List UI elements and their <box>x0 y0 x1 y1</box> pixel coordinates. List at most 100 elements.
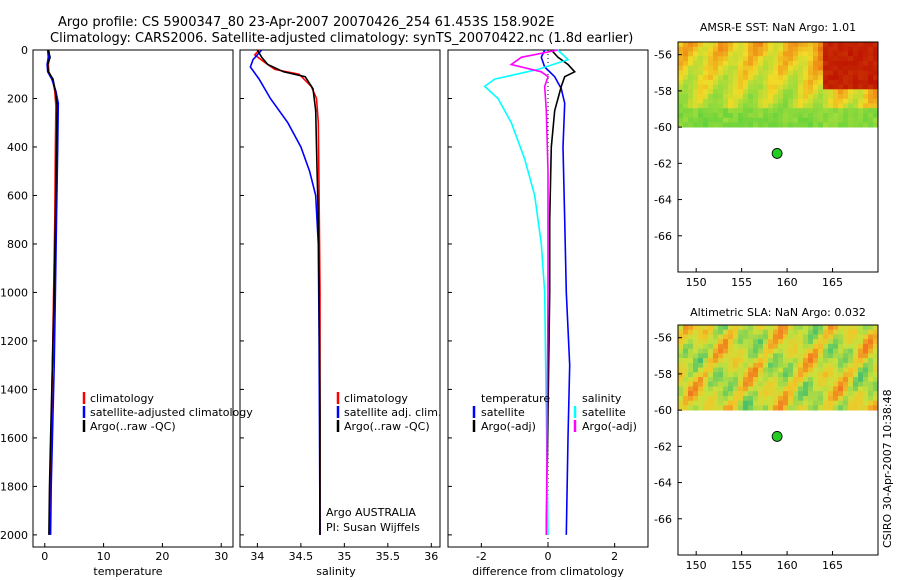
heatmap-cell <box>743 353 749 359</box>
sla-longitude-ticks: 150 155 160 165 <box>686 551 843 572</box>
salinity-profile-lines <box>249 49 321 535</box>
heatmap-cell <box>718 348 724 354</box>
heatmap-cell <box>813 386 819 392</box>
heatmap-cell <box>678 405 684 411</box>
heatmap-cell <box>843 334 849 340</box>
heatmap-cell <box>703 372 709 378</box>
heatmap-cell <box>758 46 764 52</box>
heatmap-cell <box>698 391 704 397</box>
heatmap-cell <box>863 343 869 350</box>
heatmap-cell <box>863 65 869 71</box>
heatmap-cell <box>778 405 784 411</box>
heatmap-cell <box>753 400 759 406</box>
heatmap-cell <box>698 42 704 48</box>
heatmap-cell <box>823 112 829 119</box>
heatmap-cell <box>713 395 719 402</box>
heatmap-cell <box>843 386 849 392</box>
heatmap-cell <box>858 405 864 411</box>
heatmap-cell <box>748 325 754 331</box>
difference-legend: temperature satellite Argo(-adj) salinit… <box>472 392 637 433</box>
heatmap-cell <box>678 108 684 114</box>
heatmap-cell <box>683 60 689 67</box>
heatmap-cell <box>768 329 774 335</box>
heatmap-cell <box>843 94 849 100</box>
heatmap-cell <box>803 70 809 76</box>
heatmap-cell <box>793 377 799 383</box>
heatmap-cell <box>853 329 859 335</box>
heatmap-cell <box>803 358 809 364</box>
heatmap-cell <box>763 348 769 354</box>
heatmap-cell <box>708 395 714 402</box>
heatmap-cell <box>698 334 704 340</box>
heatmap-cell <box>813 51 819 57</box>
heatmap-cell <box>853 103 859 109</box>
heatmap-cell <box>793 46 799 52</box>
heatmap-cell <box>853 117 859 123</box>
heatmap-cell <box>763 405 769 411</box>
depth-tick-label: 2000 <box>0 529 28 542</box>
heatmap-cell <box>728 377 734 383</box>
lat-tick-label: -58 <box>654 368 672 381</box>
heatmap-cell <box>743 42 749 48</box>
heatmap-cell <box>778 51 784 57</box>
heatmap-cell <box>783 325 789 331</box>
heatmap-cell <box>833 348 839 354</box>
heatmap-cell <box>813 405 819 411</box>
heatmap-cell <box>858 84 864 90</box>
heatmap-cell <box>788 103 794 109</box>
heatmap-cell <box>803 79 809 85</box>
heatmap-cell <box>763 98 769 104</box>
sst-map-panel: AMSR-E SST: NaN Argo: 1.01 -56-58-60-62-… <box>654 21 879 289</box>
heatmap-cell <box>788 362 794 368</box>
heatmap-cell <box>873 94 879 100</box>
heatmap-cell <box>713 339 719 345</box>
float-pi-label: PI: Susan Wijffels <box>326 521 420 534</box>
heatmap-cell <box>683 122 689 128</box>
heatmap-cell <box>688 94 694 100</box>
heatmap-cell <box>688 79 694 85</box>
heatmap-cell <box>853 98 859 104</box>
heatmap-cell <box>733 51 739 57</box>
heatmap-cell <box>793 367 799 373</box>
heatmap-cell <box>703 358 709 364</box>
heatmap-cell <box>853 94 859 100</box>
heatmap-cell <box>803 334 809 340</box>
heatmap-cell <box>873 339 879 345</box>
heatmap-cell <box>678 103 684 109</box>
heatmap-cell <box>683 343 689 350</box>
heatmap-cell <box>763 42 769 48</box>
heatmap-cell <box>738 381 744 387</box>
heatmap-cell <box>758 65 764 71</box>
heatmap-cell <box>758 98 764 104</box>
heatmap-cell <box>833 79 839 85</box>
legend-label-temp-satellite: satellite <box>481 406 525 419</box>
heatmap-cell <box>768 325 774 331</box>
heatmap-cell <box>813 65 819 71</box>
heatmap-cell <box>688 108 694 114</box>
heatmap-cell <box>833 400 839 406</box>
heatmap-cell <box>823 79 829 85</box>
heatmap-cell <box>718 117 724 123</box>
lat-tick-label: -64 <box>654 477 672 490</box>
heatmap-cell <box>823 51 829 57</box>
heatmap-cell <box>863 391 869 397</box>
heatmap-cell <box>768 56 774 62</box>
heatmap-cell <box>858 108 864 114</box>
heatmap-cell <box>678 362 684 368</box>
heatmap-cell <box>783 79 789 85</box>
heatmap-cell <box>798 405 804 411</box>
heatmap-cell <box>798 372 804 378</box>
heatmap-cell <box>853 112 859 119</box>
heatmap-cell <box>863 358 869 364</box>
heatmap-cell <box>708 343 714 350</box>
heatmap-cell <box>688 75 694 81</box>
heatmap-cell <box>783 329 789 335</box>
heatmap-cell <box>808 391 814 397</box>
heatmap-cell <box>858 117 864 123</box>
heatmap-cell <box>688 391 694 397</box>
heatmap-cell <box>793 372 799 378</box>
heatmap-cell <box>873 70 879 76</box>
heatmap-cell <box>798 60 804 67</box>
heatmap-cell <box>843 98 849 104</box>
heatmap-cell <box>698 79 704 85</box>
